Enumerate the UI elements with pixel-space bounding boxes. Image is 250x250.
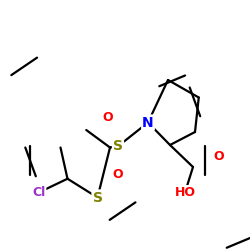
Text: HO: HO (174, 186, 196, 199)
Text: S: S (92, 190, 102, 204)
Text: O: O (113, 168, 123, 181)
Text: Cl: Cl (32, 186, 46, 199)
Text: O: O (214, 150, 224, 163)
Text: O: O (102, 111, 113, 124)
Text: N: N (142, 116, 154, 130)
Text: S: S (113, 139, 123, 153)
